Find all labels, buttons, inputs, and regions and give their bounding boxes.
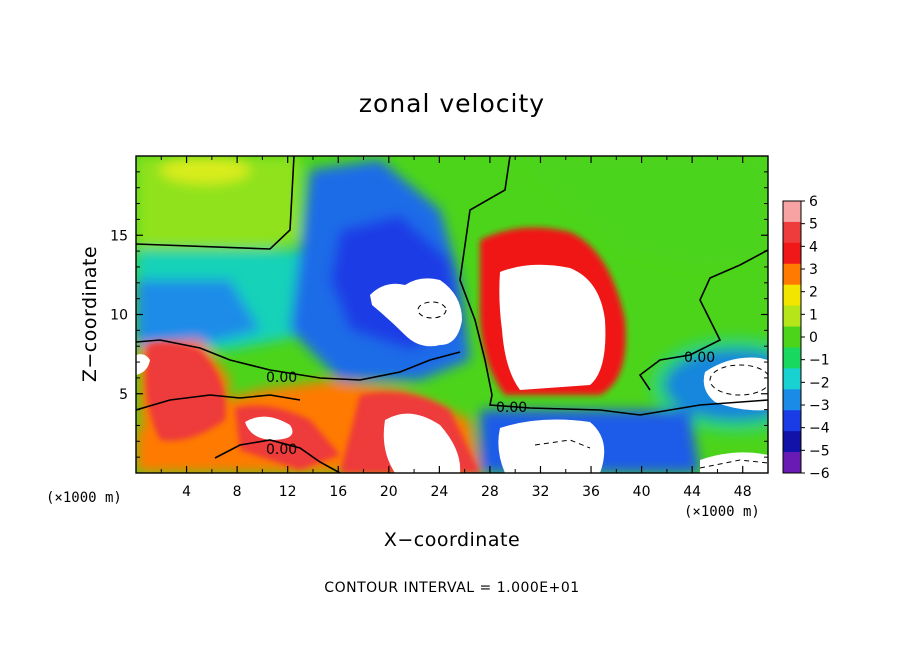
contour-dashed-right	[709, 364, 768, 396]
x-tick-label: 44	[683, 484, 701, 500]
x-tick-label: 12	[279, 484, 297, 500]
contour-central	[459, 156, 768, 416]
x-tick-label: 20	[380, 484, 398, 500]
region-right-green	[520, 156, 768, 270]
colorbar-swatch	[783, 284, 801, 307]
blob-bottom-right-white	[700, 452, 768, 473]
colorbar-label: 1	[809, 307, 818, 323]
colorbar-label: 5	[809, 217, 818, 233]
colorbar-label: −3	[809, 398, 830, 414]
colorbar-swatch	[783, 431, 801, 453]
x-unit-left: (×1000 m)	[46, 490, 122, 506]
x-tick-label: 40	[633, 484, 651, 500]
colorbar-swatch	[783, 305, 801, 328]
x-tick-label: 8	[233, 484, 242, 500]
blob-center-white	[499, 264, 606, 390]
colorbar-swatch	[783, 410, 801, 432]
chart-title: zonal velocity	[359, 89, 545, 118]
x-tick-label: 48	[734, 484, 752, 500]
region-yellow-patch	[160, 156, 250, 184]
contour-label: 0.00	[266, 370, 297, 386]
colorbar-label: 4	[809, 239, 818, 255]
y-tick-label: 5	[119, 387, 128, 403]
contour-dashed-bottom-right	[699, 459, 768, 469]
contour-dashed-lower	[534, 439, 591, 449]
colorbar-swatch	[783, 201, 801, 223]
x-unit-right: (×1000 m)	[684, 504, 760, 520]
contour-dashed-upper	[417, 301, 447, 319]
colorbar-swatch	[783, 263, 801, 286]
contour-interval-note: CONTOUR INTERVAL = 1.000E+01	[324, 580, 579, 596]
contour-lower	[214, 439, 341, 473]
zero-contours	[136, 156, 768, 473]
colorbar-swatch	[783, 389, 801, 411]
colorbar-label: −5	[809, 443, 830, 459]
x-tick-label: 28	[481, 484, 499, 500]
blob-upper-white	[370, 278, 462, 347]
colorbar-label: −6	[809, 466, 830, 482]
ring-lower-left-red	[145, 342, 226, 441]
y-tick-label: 10	[110, 308, 128, 324]
x-tick-label: 24	[430, 484, 448, 500]
y-tick-label: 15	[110, 228, 128, 244]
colorbar-swatch	[783, 326, 801, 348]
contour-label: 0.00	[496, 400, 527, 416]
colorbar-swatch	[783, 242, 801, 265]
contour-mid-left	[136, 339, 461, 381]
negative-contours	[417, 301, 768, 469]
blob-right-white	[703, 357, 768, 411]
x-tick-label: 4	[182, 484, 191, 500]
x-axis-label: X−coordinate	[384, 529, 520, 551]
colorbar-swatch	[783, 368, 801, 390]
contour-right-upper	[638, 249, 768, 391]
colorbar-swatch	[783, 221, 801, 244]
x-tick-label: 16	[329, 484, 347, 500]
contour-label: 0.00	[266, 442, 297, 458]
colorbar-label: 6	[809, 194, 818, 210]
contour-upper-left	[136, 156, 295, 250]
colorbar-label: −1	[809, 353, 830, 369]
contour-label: 0.00	[684, 350, 715, 366]
heatmap-field	[136, 156, 768, 473]
x-axis-ticks: 4 8 12 16 20 24 28 32 36 40 44 48	[160, 156, 752, 500]
colorbar-label: 2	[809, 285, 818, 301]
y-axis-label: Z−coordinate	[79, 246, 101, 382]
colorbar-label: 0	[809, 330, 818, 346]
x-tick-label: 36	[582, 484, 600, 500]
contour-lower-left	[136, 394, 301, 411]
blob-lower-white-3	[498, 419, 605, 473]
region-left-blue	[136, 280, 260, 345]
colorbar-swatch	[783, 347, 801, 369]
blob-lower-white-2	[383, 413, 461, 473]
y-axis-ticks: 5 10 15	[110, 171, 768, 458]
blob-left-white	[136, 354, 150, 375]
x-tick-label: 32	[532, 484, 550, 500]
colorbar-swatch	[783, 452, 801, 474]
colorbar-label: −4	[809, 421, 830, 437]
colorbar-label: 3	[809, 262, 818, 278]
blob-lower-white-1	[245, 416, 293, 440]
colorbar-label: −2	[809, 375, 830, 391]
colorbar: 6 5 4 3 2 1 0 −1 −2 −3 −4 −5 −6	[782, 194, 830, 482]
